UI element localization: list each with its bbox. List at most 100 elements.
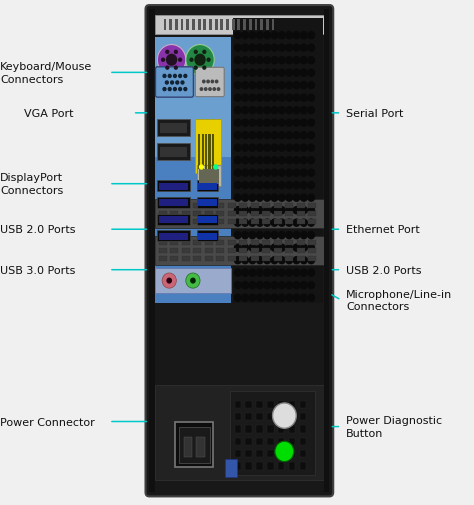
Bar [246, 462, 252, 470]
Circle shape [235, 294, 241, 301]
Bar [274, 256, 282, 261]
Circle shape [235, 182, 241, 189]
Text: VGA Port: VGA Port [24, 109, 73, 119]
Circle shape [203, 51, 206, 54]
Circle shape [301, 70, 307, 77]
Bar [155, 38, 231, 157]
Circle shape [264, 270, 271, 277]
Text: USB 3.0 Ports: USB 3.0 Ports [0, 265, 75, 275]
Bar [193, 248, 201, 253]
Bar [274, 220, 282, 225]
Bar [212, 134, 213, 170]
Circle shape [256, 170, 263, 177]
Circle shape [293, 108, 300, 115]
Circle shape [256, 244, 263, 251]
Bar [169, 20, 172, 31]
Circle shape [256, 45, 263, 52]
Circle shape [301, 270, 307, 277]
Circle shape [264, 282, 271, 289]
Circle shape [235, 33, 241, 40]
Circle shape [256, 220, 263, 227]
Circle shape [181, 82, 184, 85]
Bar [202, 134, 203, 170]
Bar [272, 20, 274, 31]
Bar [239, 256, 247, 261]
Circle shape [174, 51, 177, 54]
Circle shape [264, 45, 271, 52]
Circle shape [264, 220, 271, 227]
Circle shape [264, 158, 271, 165]
Bar [205, 204, 213, 209]
Circle shape [165, 82, 168, 85]
Circle shape [249, 33, 256, 40]
Bar [205, 220, 213, 225]
Bar [181, 20, 183, 31]
Circle shape [249, 95, 256, 102]
Circle shape [271, 108, 278, 115]
Bar [278, 401, 284, 408]
Circle shape [264, 145, 271, 152]
Circle shape [293, 95, 300, 102]
Bar [197, 214, 218, 225]
Circle shape [235, 70, 241, 77]
Circle shape [242, 244, 248, 251]
Bar [260, 20, 263, 31]
Circle shape [235, 145, 241, 152]
Circle shape [301, 170, 307, 177]
Circle shape [186, 45, 214, 76]
Circle shape [163, 88, 166, 91]
Bar [149, 10, 155, 492]
Circle shape [235, 108, 241, 115]
Bar [297, 256, 305, 261]
Bar [170, 204, 178, 209]
Circle shape [271, 220, 278, 227]
Bar [297, 248, 305, 253]
Circle shape [279, 70, 285, 77]
Bar [289, 438, 295, 445]
Bar [239, 248, 247, 253]
Circle shape [293, 70, 300, 77]
Circle shape [194, 51, 197, 54]
Circle shape [173, 88, 176, 91]
Bar [155, 386, 324, 480]
Bar [285, 256, 293, 261]
Circle shape [293, 170, 300, 177]
Circle shape [249, 257, 256, 264]
Bar [228, 220, 236, 225]
Circle shape [235, 195, 241, 202]
Circle shape [249, 158, 256, 165]
Bar [285, 204, 293, 209]
Bar [184, 437, 192, 457]
FancyBboxPatch shape [155, 68, 193, 98]
Circle shape [308, 108, 315, 115]
Bar [278, 450, 284, 458]
Text: USB 2.0 Ports: USB 2.0 Ports [0, 225, 75, 235]
Circle shape [286, 244, 292, 251]
Bar [199, 134, 200, 170]
Bar [309, 212, 317, 217]
Circle shape [264, 195, 271, 202]
Circle shape [242, 108, 248, 115]
Circle shape [279, 244, 285, 251]
Circle shape [301, 294, 307, 301]
Circle shape [279, 145, 285, 152]
Circle shape [249, 294, 256, 301]
Circle shape [249, 207, 256, 214]
Circle shape [256, 195, 263, 202]
Bar [197, 231, 218, 242]
Circle shape [279, 294, 285, 301]
Bar [159, 248, 167, 253]
Circle shape [286, 195, 292, 202]
Bar [300, 425, 306, 433]
Bar [157, 214, 190, 225]
Circle shape [249, 182, 256, 189]
Bar [285, 240, 293, 245]
Bar [285, 212, 293, 217]
Bar [186, 20, 189, 31]
Bar [216, 220, 224, 225]
Circle shape [235, 244, 241, 251]
Bar [216, 256, 224, 261]
Bar [216, 240, 224, 245]
FancyBboxPatch shape [146, 6, 333, 496]
Circle shape [235, 207, 241, 214]
